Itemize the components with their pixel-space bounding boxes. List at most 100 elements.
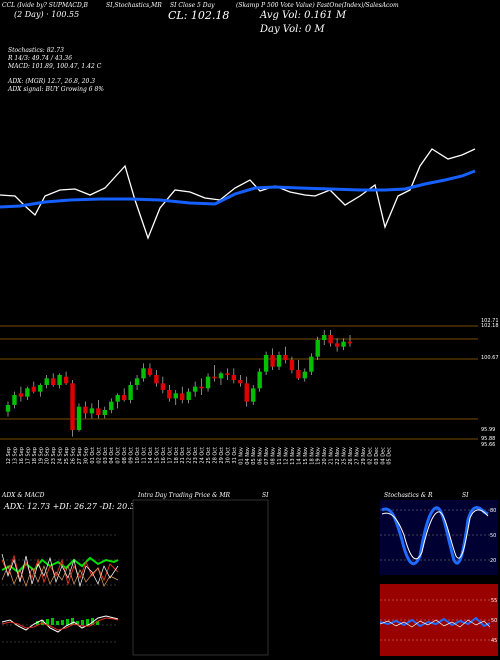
date-tick: 17 Oct	[167, 447, 173, 464]
candle-body	[167, 390, 172, 399]
candle-body	[244, 383, 249, 402]
candle-body	[257, 371, 262, 389]
candle-body	[173, 393, 178, 399]
candle-body	[76, 406, 82, 430]
candle-body	[238, 380, 243, 384]
macd-bar	[96, 621, 99, 625]
date-tick: 07 Oct	[116, 447, 122, 464]
adx-white-line	[1, 553, 119, 588]
candle-body	[225, 373, 230, 375]
header-cl-label: SI Close 5 Day	[170, 2, 215, 9]
candle-body	[121, 395, 127, 400]
intraday-panel-si: SI	[262, 492, 269, 499]
macd-bar	[61, 620, 64, 625]
macd-white-line	[1, 615, 119, 633]
date-tick: 30 Sep	[83, 447, 89, 464]
candle-body	[231, 375, 237, 380]
candle-body	[38, 385, 43, 392]
date-tick: 05 Dec	[387, 447, 393, 465]
candle-body	[283, 355, 288, 360]
date-tick: 04 Nov	[245, 447, 251, 465]
date-tick: 04 Dec	[380, 447, 386, 465]
candle-body	[57, 375, 62, 385]
stochastics-text: Stochastics: 82.73	[8, 47, 64, 54]
candle-body	[25, 388, 30, 397]
adx-panel-title: ADX & MACD	[2, 492, 45, 499]
date-tick: 23 Oct	[193, 447, 199, 464]
stoch-panel-title: Stochastics & R	[384, 492, 433, 499]
r-tick-45: 45	[491, 638, 497, 644]
date-tick: 11 Nov	[277, 447, 283, 465]
stoch-white-line	[381, 509, 489, 560]
candle-body	[315, 340, 320, 357]
date-tick: 12 Sep	[6, 447, 12, 464]
candle-body	[44, 378, 49, 385]
macd-panel	[1, 608, 119, 660]
candle-body	[218, 373, 224, 379]
date-tick: 05 Nov	[251, 447, 257, 465]
r-blue-line	[379, 616, 491, 628]
r-panel-bg	[380, 584, 498, 656]
candle-body	[154, 375, 159, 384]
guide-lines	[0, 325, 478, 440]
candle-body	[18, 393, 24, 397]
stoch-panel-si: SI	[462, 492, 469, 499]
candle-body	[334, 343, 340, 347]
macd-bar	[91, 618, 94, 625]
candle-body	[102, 410, 107, 415]
date-tick: 19 Nov	[316, 447, 322, 465]
date-tick: 03 Dec	[374, 447, 380, 465]
date-tick: 18 Nov	[309, 447, 315, 465]
date-tick: 25 Nov	[342, 447, 348, 465]
candle-body	[289, 360, 295, 370]
price-label: 95.99	[481, 427, 495, 433]
candle-body	[160, 383, 166, 390]
intraday-panel-bg	[132, 499, 269, 656]
macd-bar	[41, 620, 44, 625]
price-label: 95.88	[481, 436, 495, 442]
date-tick: 19 Sep	[38, 447, 44, 464]
header-right-line1: (Skamp P 500 Vote Value) FastOne(Index)/…	[236, 2, 399, 9]
date-tick: 08 Nov	[271, 447, 277, 465]
date-tick: 18 Sep	[32, 447, 38, 464]
date-tick: 23 Sep	[51, 447, 57, 464]
stoch-tick-80: 80	[490, 508, 496, 514]
date-tick: 20 Nov	[322, 447, 328, 465]
date-tick: 31 Oct	[232, 447, 238, 464]
stoch-tick-20: 20	[490, 558, 496, 564]
candle-body	[180, 393, 185, 400]
candle-body	[70, 383, 75, 430]
candle-body	[347, 341, 353, 344]
date-tick: 06 Nov	[258, 447, 264, 465]
candle-body	[31, 386, 37, 392]
price-label: 95.66	[481, 442, 495, 448]
date-tick: 02 Dec	[367, 447, 373, 465]
candle-body	[147, 368, 153, 375]
adx-panel	[1, 510, 119, 598]
date-tick: 24 Oct	[200, 447, 206, 464]
macd-histogram	[36, 618, 99, 625]
candle-body	[212, 376, 217, 379]
adx-panel-values: ADX: 12.73 +DI: 26.27 -DI: 20.34	[4, 502, 140, 511]
date-tick: 27 Sep	[77, 447, 83, 464]
avg-volume: Avg Vol: 0.161 M	[260, 10, 347, 21]
date-tick: 14 Oct	[148, 447, 154, 464]
date-tick: 20 Sep	[45, 447, 51, 464]
date-tick: 25 Oct	[206, 447, 212, 464]
header-left-line2: (2 Day) · 100.55	[14, 10, 80, 19]
candle-body	[186, 391, 191, 400]
date-tick: 09 Oct	[129, 447, 135, 464]
r-tick-50: 50	[491, 618, 497, 624]
date-tick: 10 Oct	[135, 447, 141, 464]
date-tick: 01 Nov	[238, 447, 244, 465]
date-tick: 24 Sep	[58, 447, 64, 464]
date-tick: 25 Sep	[64, 447, 70, 464]
date-tick: 01 Oct	[90, 447, 96, 464]
date-tick: 16 Oct	[161, 447, 167, 464]
stoch-panel-bg	[380, 500, 498, 575]
date-tick: 13 Sep	[12, 447, 18, 464]
candle-body	[263, 355, 269, 372]
date-tick: 18 Oct	[174, 447, 180, 464]
adx-text: ADX: (MGR) 12.7, 26.8, 20.3	[8, 78, 96, 85]
